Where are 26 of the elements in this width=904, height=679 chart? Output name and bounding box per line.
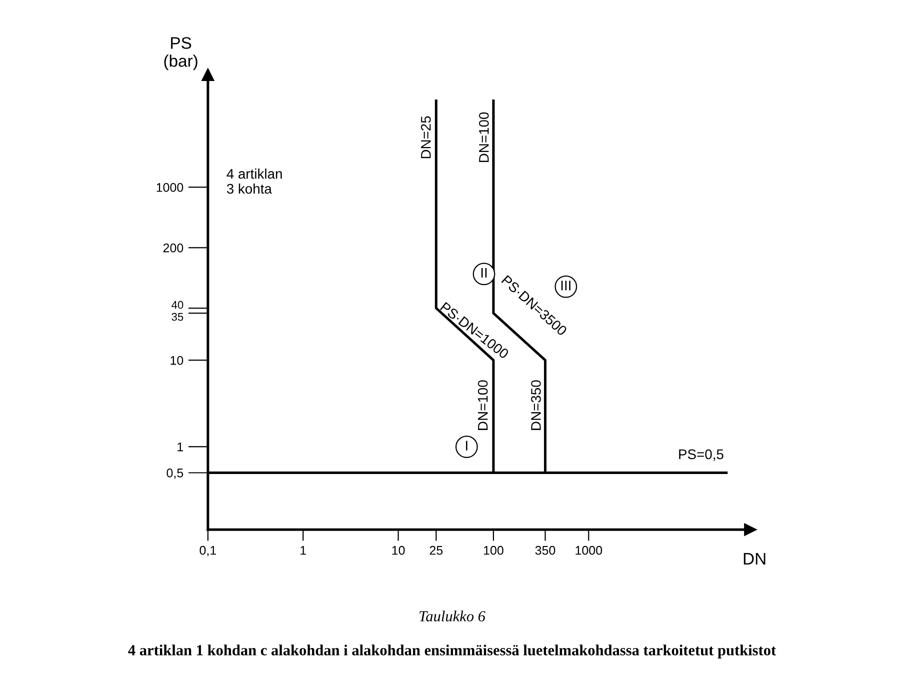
annotation: II [481, 268, 487, 278]
annotation: I [466, 440, 468, 450]
text: Taulukko 6 [420, 610, 486, 622]
y-tick-label: 35 [172, 312, 184, 321]
annotation: DN=350 [531, 380, 541, 430]
text: 4 artiklan 1 kohdan c alakohdan i alakohdan ensimmäisessä luetelmakohdassa tarkoitetut putkistot [128, 644, 776, 658]
y-tick-label: 10 [170, 356, 184, 365]
annotation: DN=100 [478, 380, 488, 430]
annotation: DN=100 [478, 112, 489, 162]
x-tick-label: 1000 [576, 546, 602, 555]
y-axis-title: PS (bar) [164, 37, 198, 70]
x-tick-label: 100 [484, 546, 504, 555]
y-tick-label: 1000 [156, 183, 184, 192]
y-tick-label: 200 [163, 243, 184, 252]
y-tick-label: 0,5 [166, 468, 184, 479]
x-axis-title: DN [744, 552, 766, 564]
x-tick-label: 0,1 [200, 546, 216, 556]
y-tick-label: 40 [172, 300, 184, 309]
y-tick-label: 1 [178, 442, 184, 452]
x-tick-label: 10 [392, 546, 405, 555]
annotation: 4 artiklan 3 kohta [226, 168, 282, 194]
x-tick-label: 25 [430, 546, 443, 555]
x-tick-label: 1 [300, 546, 306, 555]
annotation: DN=25 [420, 116, 431, 158]
annotation: PS=0,5 [679, 449, 724, 461]
x-tick-label: 350 [535, 546, 556, 555]
